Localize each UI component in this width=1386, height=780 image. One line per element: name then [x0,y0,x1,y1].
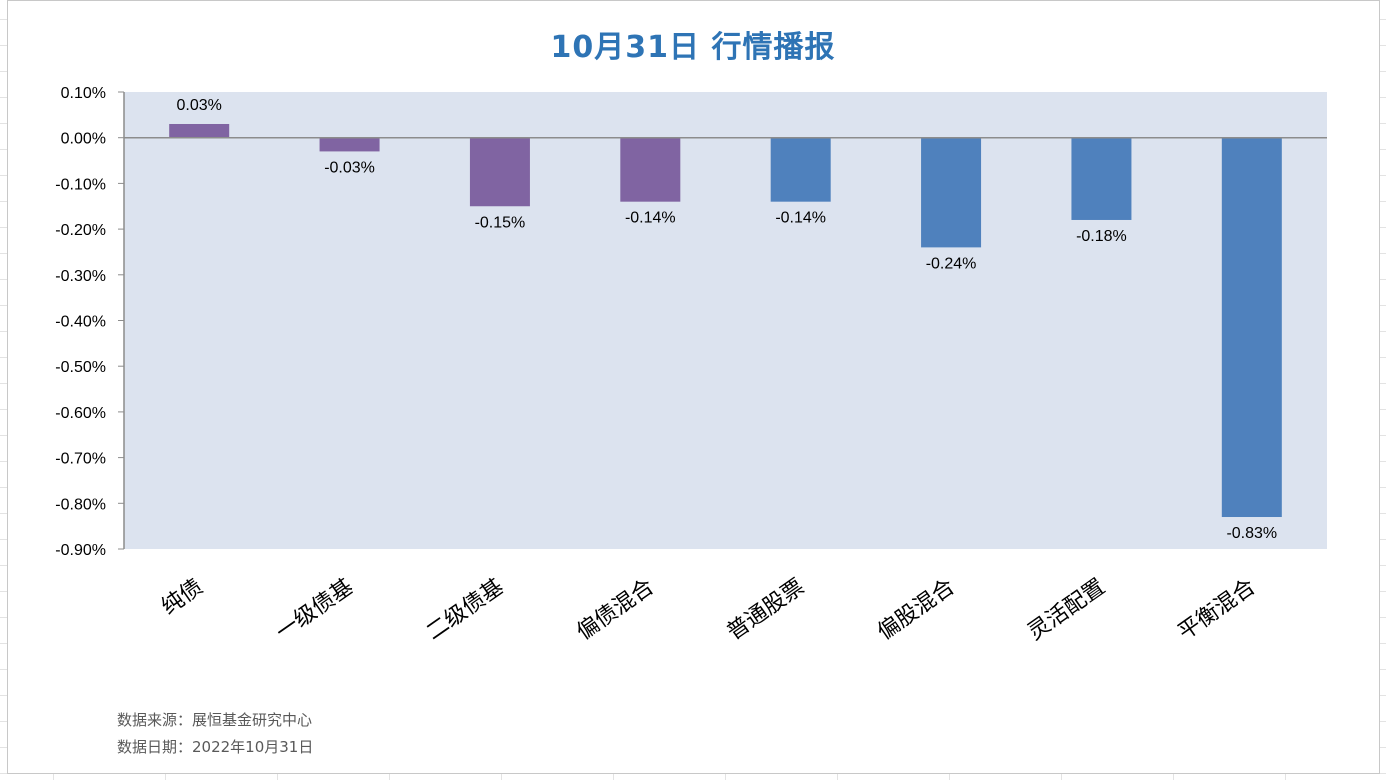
x-category-label: 普通股票 [723,574,809,645]
bar-7 [1221,137,1282,518]
x-category-label: 纯债 [157,574,207,620]
y-tick-label: -0.70% [55,451,106,468]
y-tick-label: -0.20% [55,222,106,239]
x-category-label: 一级债基 [272,574,358,645]
bar-5 [921,137,982,248]
x-category-label: 灵活配置 [1023,574,1109,645]
x-category-label: 偏债混合 [572,574,658,645]
y-tick-label: -0.50% [55,359,106,376]
x-category-label: 平衡混合 [1174,574,1260,645]
data-label: -0.18% [1076,228,1127,245]
x-category-label: 二级债基 [422,574,508,645]
y-tick-label: -0.10% [55,176,106,193]
bar-2 [469,137,530,207]
y-tick-label: -0.30% [55,268,106,285]
data-date-text: 数据日期：2022年10月31日 [117,738,314,756]
data-label: -0.03% [324,159,375,176]
bar-0 [169,123,230,138]
bar-4 [770,137,831,202]
plot-area [124,92,1327,549]
data-label: -0.83% [1226,525,1277,542]
data-label: -0.14% [775,210,826,227]
bar-1 [319,137,380,152]
bar-3 [620,137,681,202]
bar-6 [1071,137,1132,220]
y-tick-label: 0.10% [61,85,106,102]
chart-title: 10月31日 行情播报 [550,30,836,65]
y-tick-label: 0.00% [61,131,106,148]
data-source-text: 数据来源：展恒基金研究中心 [117,711,313,729]
x-category-label: 偏股混合 [873,574,959,645]
y-tick-label: -0.80% [55,496,106,513]
data-label: -0.14% [625,210,676,227]
data-label: -0.24% [926,255,977,272]
data-label: -0.15% [475,214,526,231]
y-tick-label: -0.60% [55,405,106,422]
y-tick-label: -0.40% [55,314,106,331]
data-label: 0.03% [177,97,222,114]
y-tick-label: -0.90% [55,542,106,559]
